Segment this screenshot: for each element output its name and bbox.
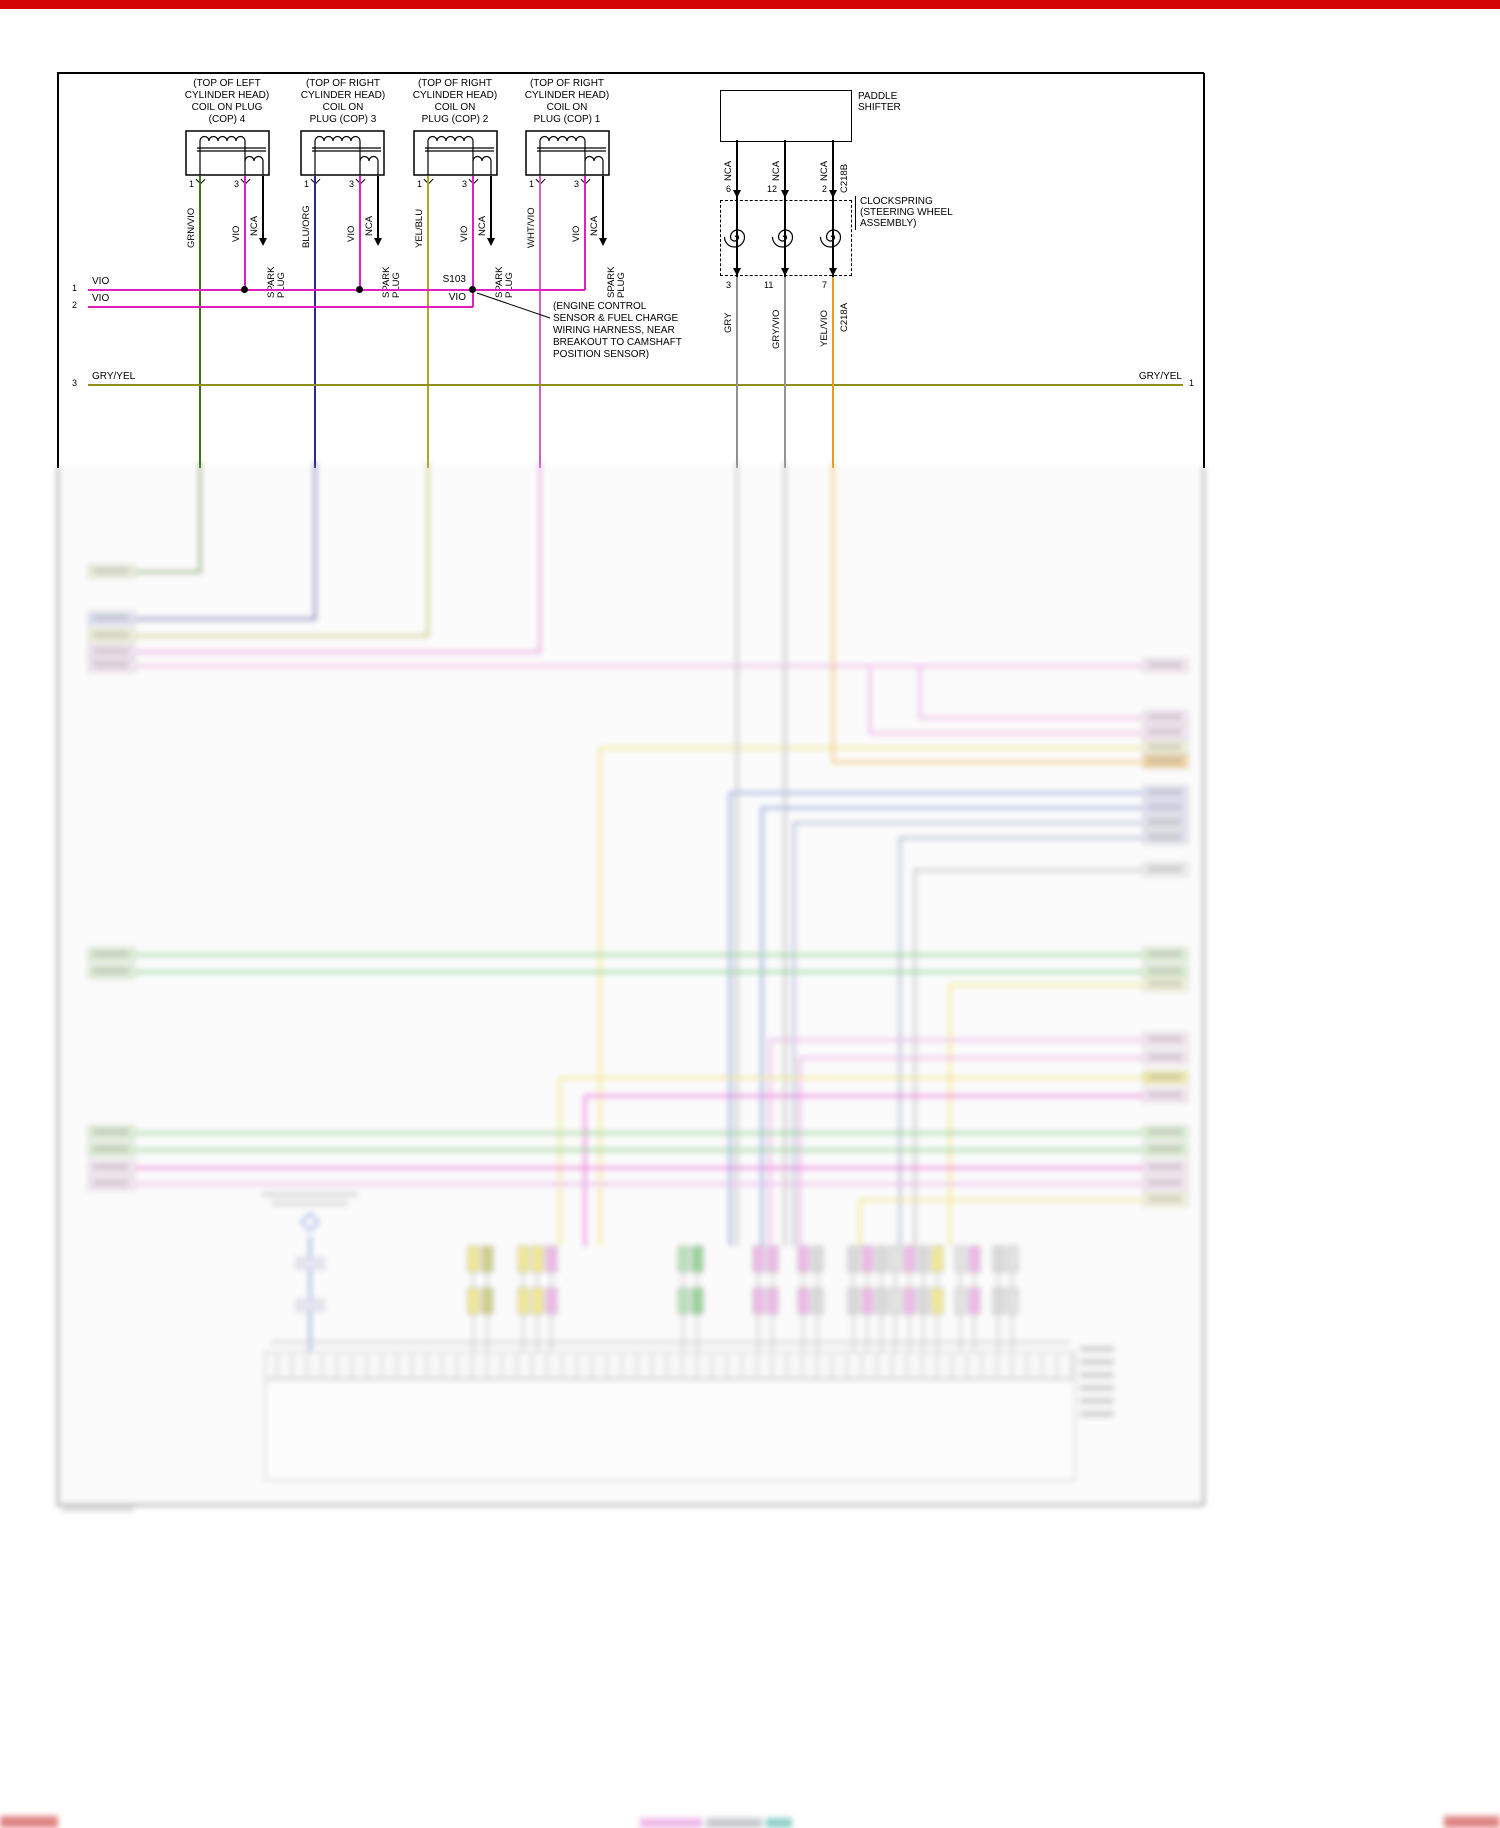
- pin-number: 6: [726, 184, 732, 194]
- coil-title-line: (COP) 4: [208, 114, 246, 125]
- paddle-shifter-label: PADDLE SHIFTER: [858, 91, 901, 113]
- clockspring-label: CLOCKSPRING (STEERING WHEEL ASSEMBLY): [860, 196, 953, 229]
- splice-note: (ENGINE CONTROL SENSOR & FUEL CHARGE WIR…: [553, 301, 682, 360]
- pin-number: 11: [764, 280, 774, 290]
- ignition-coil-symbol: [525, 130, 610, 176]
- connector-arrow-icon: [733, 268, 741, 276]
- top-red-bar: [0, 0, 1500, 9]
- connector-arrow-icon: [781, 268, 789, 276]
- wire-label: GRY/YEL: [1138, 371, 1182, 382]
- coil-title-cop2: (TOP OF RIGHT CYLINDER HEAD) COIL ON PLU…: [400, 78, 510, 126]
- connector-arrow-icon: [829, 190, 837, 198]
- pin-number: 2: [822, 184, 828, 194]
- pin-number: 3: [574, 179, 580, 189]
- wire-wht-vio: [539, 176, 541, 468]
- pin-number: 3: [462, 179, 468, 189]
- wire-vio: [472, 176, 474, 307]
- wire-vio: [359, 176, 361, 290]
- splice-s103-dot: [469, 286, 476, 293]
- pin-number: 3: [234, 179, 240, 189]
- coil-title-line: (TOP OF RIGHT: [305, 78, 381, 89]
- wire-yel-vio: [832, 277, 834, 468]
- wire-blu-org: [314, 176, 316, 468]
- ignition-coil-symbol: [300, 130, 385, 176]
- wire-grn-vio: [199, 176, 201, 468]
- coil-title-line: PLUG (COP) 2: [421, 114, 489, 125]
- connector-arrow-icon: [733, 190, 741, 198]
- pin-number: 7: [822, 280, 828, 290]
- spark-plug-arrow-icon: [374, 238, 382, 246]
- coil-title-line: COIL ON PLUG: [191, 102, 263, 113]
- page-ref-number: 1: [1189, 378, 1195, 388]
- wire-paddle-1: [736, 140, 738, 277]
- wire-vio-row1: [88, 289, 585, 291]
- page-ref-number: 1: [72, 283, 78, 293]
- wire-nca-spark: [377, 176, 379, 238]
- wire-vio: [584, 176, 586, 290]
- coil-title-line: COIL ON: [322, 102, 364, 113]
- pin-number: 1: [189, 179, 195, 189]
- page-ref-number: 3: [72, 378, 78, 388]
- spark-plug-arrow-icon: [487, 238, 495, 246]
- coil-title-line: CYLINDER HEAD): [524, 90, 610, 101]
- wire-paddle-2: [784, 140, 786, 277]
- junction-dot: [241, 286, 248, 293]
- coil-title-cop4: (TOP OF LEFT CYLINDER HEAD) COIL ON PLUG…: [172, 78, 282, 126]
- coil-title-line: PLUG (COP) 3: [309, 114, 377, 125]
- wire-yel-blu: [427, 176, 429, 468]
- pin-number: 1: [304, 179, 310, 189]
- junction-dot: [356, 286, 363, 293]
- coil-title-line: CYLINDER HEAD): [412, 90, 498, 101]
- wire-nca-spark: [262, 176, 264, 238]
- wire-gry: [736, 277, 738, 468]
- connector-arrow-icon: [829, 268, 837, 276]
- clockspring-coil-icon: [771, 229, 794, 248]
- ignition-coil-symbol: [185, 130, 270, 176]
- pin-number: 12: [767, 184, 778, 194]
- pin-number: 1: [417, 179, 423, 189]
- coil-title-line: PLUG (COP) 1: [533, 114, 601, 125]
- spark-plug-arrow-icon: [259, 238, 267, 246]
- frame-top-border: [57, 72, 1204, 74]
- wire-gry-yel: [88, 384, 1183, 386]
- leader-line: [476, 292, 551, 319]
- coil-title-line: COIL ON: [546, 102, 588, 113]
- spark-plug-arrow-icon: [599, 238, 607, 246]
- wire-vio-row2: [88, 306, 473, 308]
- coil-title-cop3: (TOP OF RIGHT CYLINDER HEAD) COIL ON PLU…: [288, 78, 398, 126]
- coil-title-line: COIL ON: [434, 102, 476, 113]
- wire-nca-spark: [602, 176, 604, 238]
- page-ref-number: 2: [72, 300, 78, 310]
- wire-nca-spark: [490, 176, 492, 238]
- wire-gry-vio: [784, 277, 786, 468]
- clockspring-coil-icon: [819, 229, 842, 248]
- frame-left-border: [57, 73, 59, 468]
- coil-title-line: CYLINDER HEAD): [300, 90, 386, 101]
- paddle-shifter-box: [720, 90, 852, 142]
- pin-number: 3: [349, 179, 355, 189]
- wire-label: GRY/YEL: [92, 371, 136, 382]
- wire-vio: [244, 176, 246, 290]
- pin-number: 1: [529, 179, 535, 189]
- pin-number: 3: [726, 280, 732, 290]
- wire-paddle-3: [832, 140, 834, 277]
- ignition-coil-symbol: [413, 130, 498, 176]
- coil-title-line: CYLINDER HEAD): [184, 90, 270, 101]
- wire-label: VIO: [448, 292, 466, 303]
- wire-label: VIO: [92, 276, 110, 287]
- coil-title-cop1: (TOP OF RIGHT CYLINDER HEAD) COIL ON PLU…: [512, 78, 622, 126]
- coil-title-line: (TOP OF RIGHT: [417, 78, 493, 89]
- splice-name: S103: [442, 274, 466, 285]
- connector-arrow-icon: [781, 190, 789, 198]
- clockspring-coil-icon: [723, 229, 746, 248]
- coil-title-line: (TOP OF RIGHT: [529, 78, 605, 89]
- label-bracket: [855, 196, 856, 230]
- frame-right-border: [1203, 73, 1205, 468]
- wire-label: VIO: [92, 293, 110, 304]
- coil-title-line: (TOP OF LEFT: [193, 78, 261, 89]
